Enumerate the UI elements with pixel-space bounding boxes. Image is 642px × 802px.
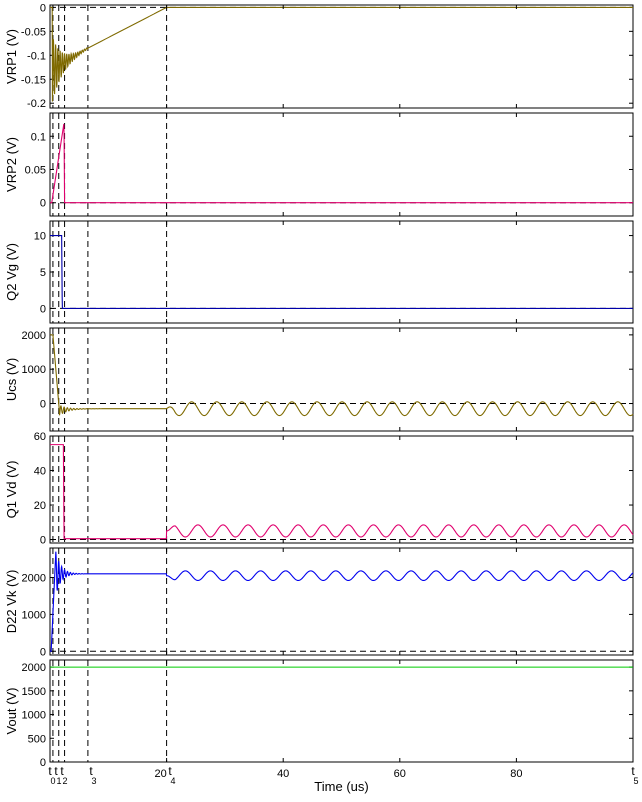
- time-marker-subscript: 0: [50, 776, 55, 786]
- series-line-0: [50, 6, 633, 102]
- panel-frame-4: [49, 435, 634, 544]
- y-axis-label: VRP1 (V): [4, 29, 19, 84]
- time-marker-label: t: [48, 764, 52, 778]
- ytick-label: -0.2: [27, 98, 46, 110]
- ytick-label: 0: [40, 535, 46, 547]
- time-marker-label: t: [54, 764, 58, 778]
- ytick-label: 0.1: [31, 131, 46, 143]
- ytick-label: 0.05: [25, 164, 46, 176]
- ytick-label: 5: [40, 267, 46, 279]
- ytick-label: -0.05: [21, 26, 46, 38]
- panel-frame-2: [49, 220, 634, 324]
- x-axis-label: Time (us): [314, 779, 368, 794]
- ytick-label: 20: [34, 500, 46, 512]
- ytick-label: 0: [40, 646, 46, 658]
- ytick-label: 2000: [22, 330, 46, 342]
- time-marker-label: t: [168, 764, 172, 778]
- y-axis-label: Ucs (V): [4, 358, 19, 401]
- ytick-label: 0: [40, 757, 46, 769]
- ytick-label: 0: [40, 2, 46, 14]
- series-line-4: [50, 444, 634, 540]
- ytick-label: 60: [34, 431, 46, 443]
- ytick-label: 1000: [22, 364, 46, 376]
- panel-frame-3: [49, 327, 634, 432]
- time-marker-label: t: [60, 764, 64, 778]
- xtick-label: 20: [154, 768, 166, 780]
- y-axis-label: D22 Vk (V): [4, 570, 19, 634]
- time-marker-label: t: [631, 764, 635, 778]
- ytick-label: 0: [40, 399, 46, 411]
- time-marker-subscript: 2: [62, 776, 67, 786]
- ytick-label: -0.15: [21, 74, 46, 86]
- ytick-label: -0.1: [27, 50, 46, 62]
- y-axis-label: Q2 Vg (V): [4, 243, 19, 301]
- y-axis-label: VRP2 (V): [4, 137, 19, 192]
- xtick-label: 80: [510, 768, 522, 780]
- y-axis-label: Vout (V): [4, 688, 19, 735]
- time-marker-label: t: [89, 764, 93, 778]
- ytick-label: 0: [40, 303, 46, 315]
- time-marker-subscript: 3: [91, 776, 96, 786]
- ytick-label: 500: [28, 733, 46, 745]
- ytick-label: 40: [34, 466, 46, 478]
- panel-frame-0: [49, 4, 634, 109]
- xtick-label: 60: [394, 768, 406, 780]
- xtick-label: 40: [277, 768, 289, 780]
- series-line-3: [50, 334, 634, 417]
- ytick-label: 2000: [22, 662, 46, 674]
- series-line-1: [50, 123, 633, 204]
- series-line-5: [50, 551, 634, 652]
- ytick-label: 1500: [22, 686, 46, 698]
- time-marker-subscript: 1: [56, 776, 61, 786]
- panel-frame-1: [49, 112, 634, 217]
- time-marker-subscript: 4: [170, 776, 175, 786]
- ytick-label: 1000: [22, 710, 46, 722]
- ytick-label: 0: [40, 198, 46, 210]
- panel-frame-6: [49, 659, 634, 763]
- ytick-label: 2000: [22, 573, 46, 585]
- panel-frame-5: [49, 547, 634, 656]
- ytick-label: 1000: [22, 609, 46, 621]
- time-marker-subscript: 5: [633, 776, 638, 786]
- series-line-2: [50, 235, 633, 309]
- y-axis-label: Q1 Vd (V): [4, 461, 19, 519]
- ytick-label: 10: [34, 231, 46, 243]
